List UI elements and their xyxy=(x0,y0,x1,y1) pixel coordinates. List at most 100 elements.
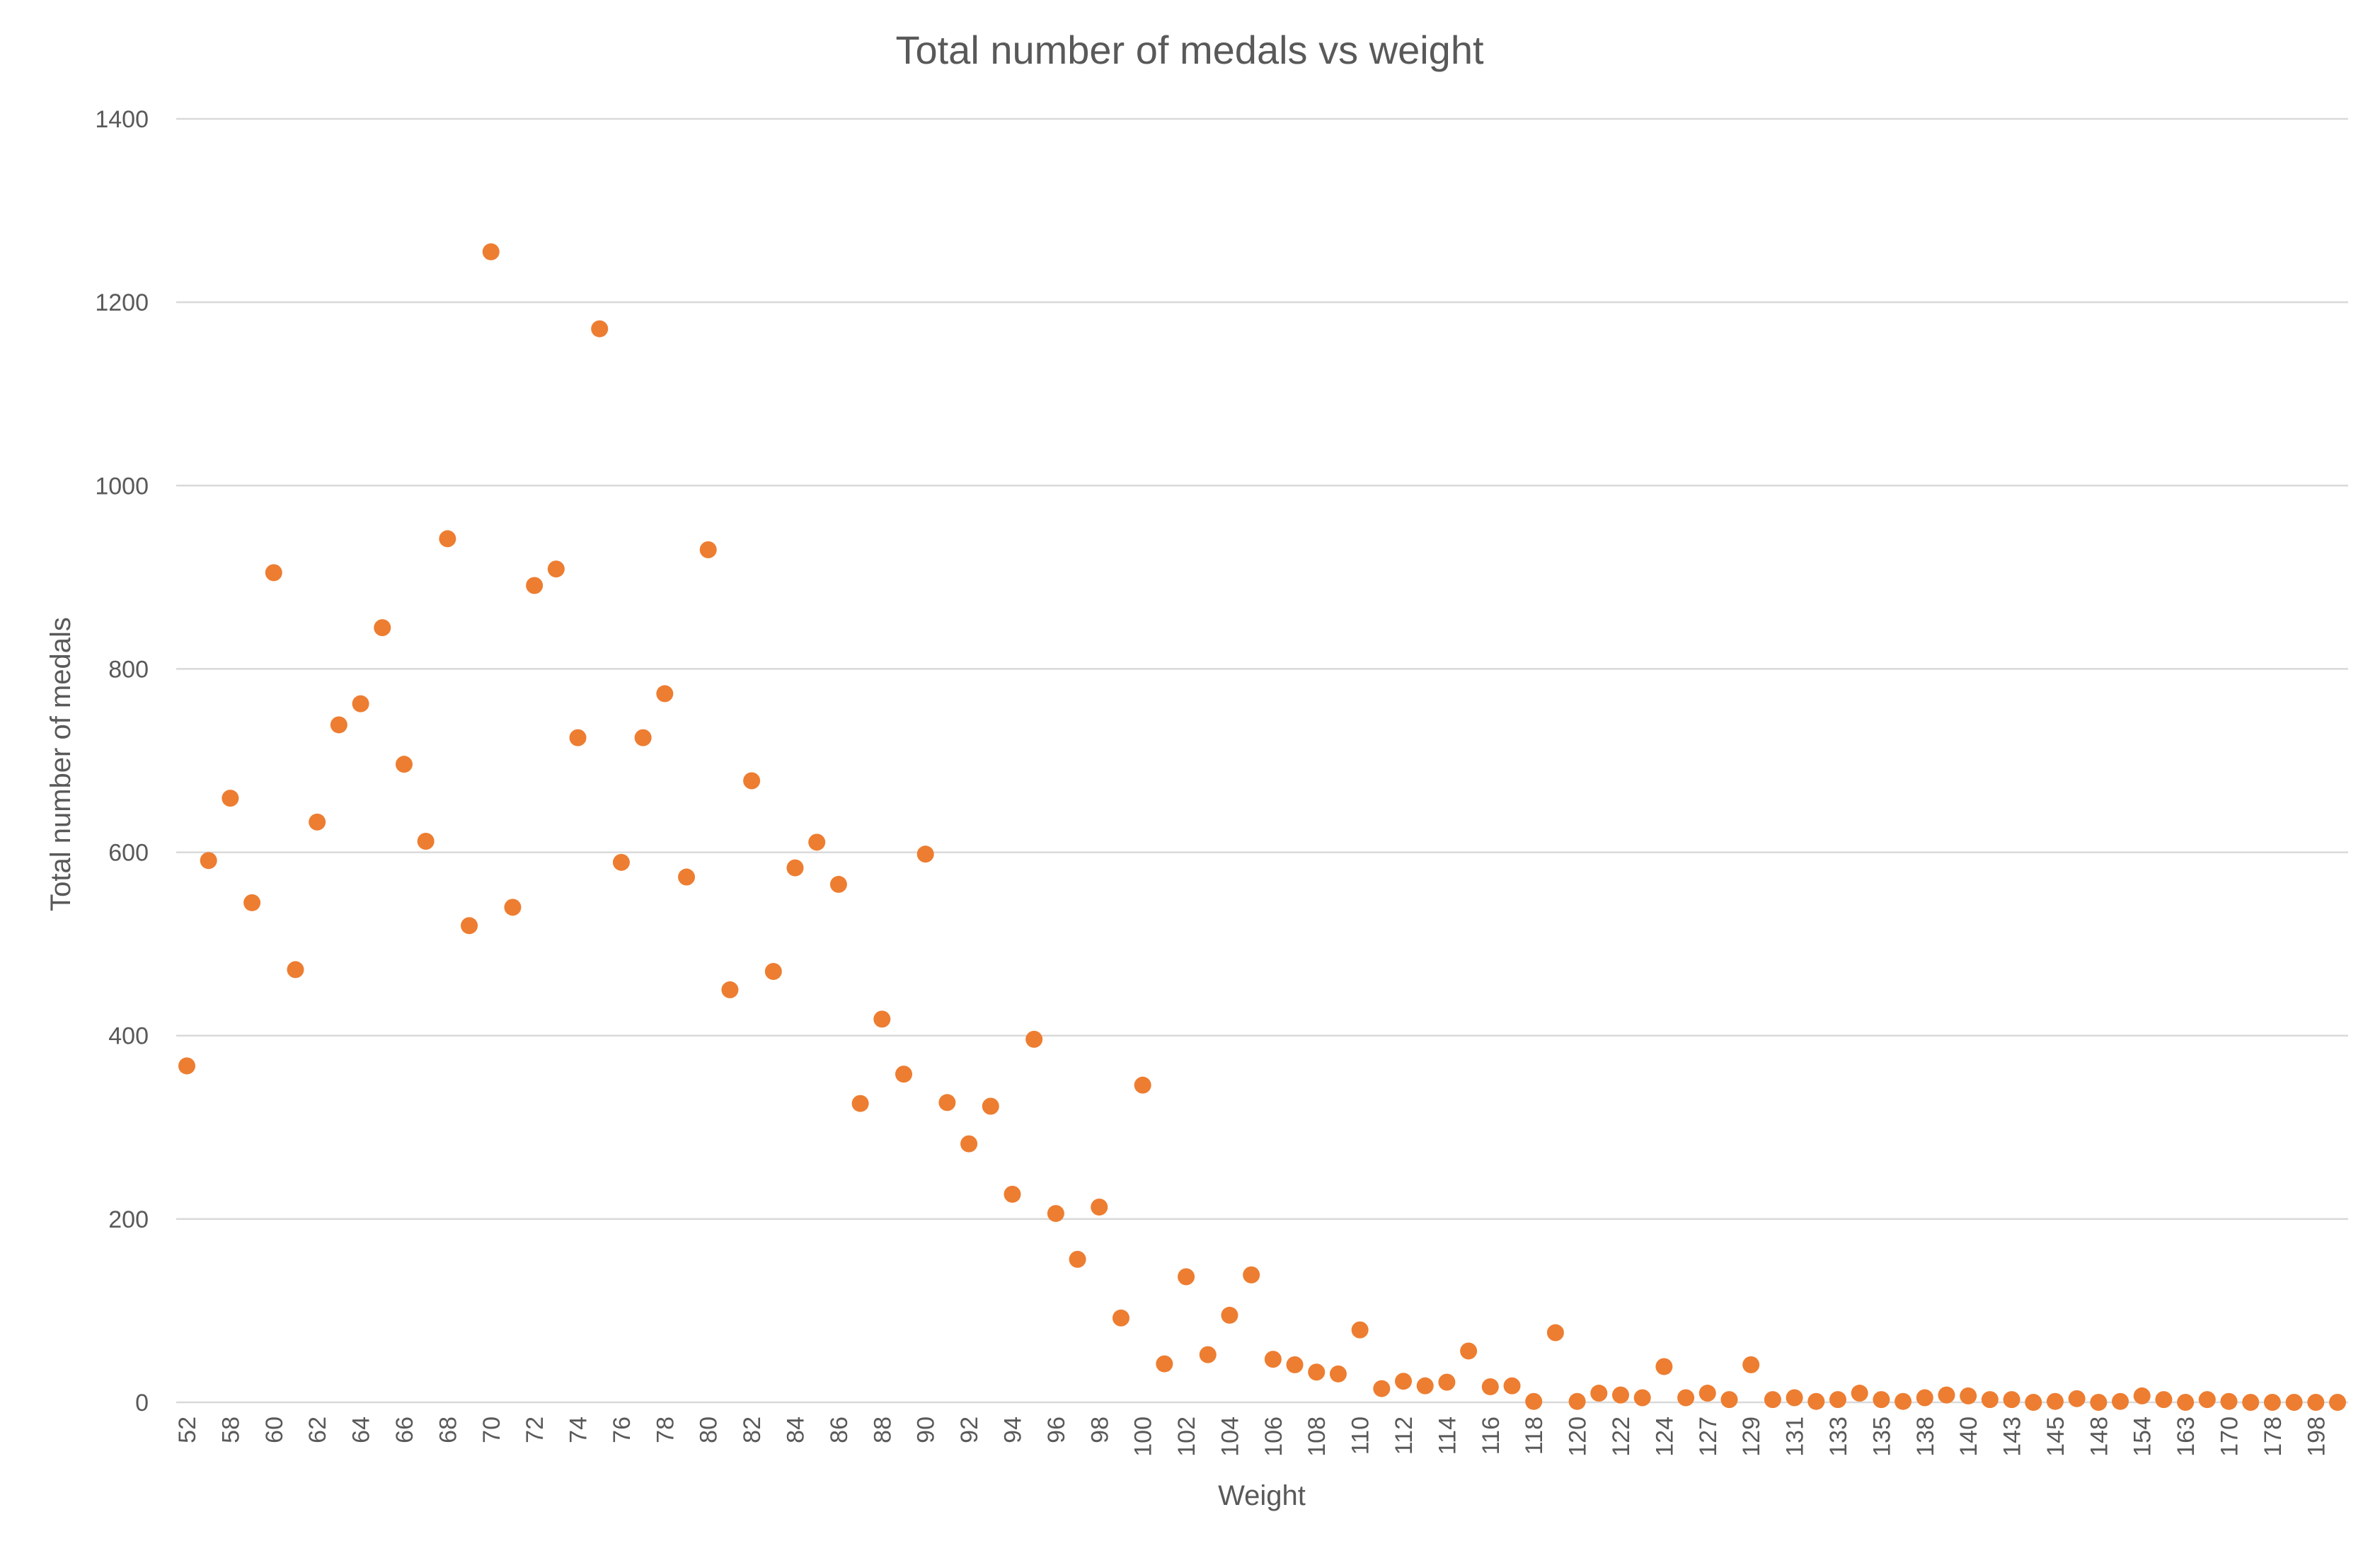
x-tick-label: 88 xyxy=(869,1416,896,1443)
data-point xyxy=(634,729,652,746)
data-point xyxy=(504,899,522,916)
data-point xyxy=(1960,1387,1977,1404)
data-point xyxy=(1264,1351,1282,1368)
data-point xyxy=(2263,1394,2281,1411)
x-tick-label: 138 xyxy=(1912,1416,1939,1457)
data-point xyxy=(1243,1266,1260,1283)
gridlines xyxy=(176,117,2348,1221)
data-point xyxy=(1025,1030,1043,1048)
x-tick-label: 122 xyxy=(1608,1416,1635,1457)
x-tick-label: 70 xyxy=(478,1416,505,1443)
data-point xyxy=(417,833,435,850)
data-point xyxy=(2090,1394,2108,1411)
data-point xyxy=(1308,1363,1326,1381)
x-tick-label: 92 xyxy=(956,1416,983,1443)
data-point xyxy=(1134,1076,1151,1094)
data-point xyxy=(1112,1309,1129,1327)
data-point xyxy=(2242,1394,2260,1411)
x-tick-label: 124 xyxy=(1651,1416,1678,1457)
data-point xyxy=(439,530,456,548)
data-point xyxy=(1286,1356,1304,1373)
data-point xyxy=(1481,1378,1499,1395)
x-axis-tick-labels: 52 58 60 62 64 66 68 70 72 74 76 78 80 82 84 86 88 90 92 94… xyxy=(174,1416,2330,1457)
data-point xyxy=(1178,1268,1195,1286)
data-point xyxy=(2307,1394,2325,1411)
data-point xyxy=(482,243,500,260)
data-point xyxy=(1698,1385,1716,1402)
data-point xyxy=(699,541,717,558)
data-point xyxy=(1895,1392,1912,1410)
data-point xyxy=(1764,1391,1781,1409)
data-point xyxy=(612,853,630,871)
x-tick-label: 100 xyxy=(1130,1416,1157,1457)
data-point xyxy=(1981,1391,1999,1409)
data-point xyxy=(1742,1356,1760,1373)
data-point xyxy=(1156,1355,1173,1373)
data-point xyxy=(1807,1392,1825,1410)
data-point xyxy=(1503,1377,1521,1395)
data-point xyxy=(2220,1392,2238,1410)
data-point xyxy=(309,813,326,831)
x-tick-label: 178 xyxy=(2260,1416,2287,1457)
y-tick-label: 1200 xyxy=(95,289,149,316)
x-tick-label: 94 xyxy=(999,1416,1026,1443)
data-point xyxy=(743,772,761,790)
data-point xyxy=(1416,1377,1434,1395)
y-tick-label: 200 xyxy=(108,1206,149,1233)
data-point xyxy=(1916,1389,1933,1407)
data-point xyxy=(960,1135,978,1153)
data-point xyxy=(895,1066,912,1083)
data-point xyxy=(1938,1386,1955,1404)
x-tick-label: 108 xyxy=(1304,1416,1330,1457)
data-point xyxy=(2177,1394,2195,1411)
data-point xyxy=(330,716,347,734)
data-point xyxy=(178,1057,195,1075)
x-tick-label: 58 xyxy=(217,1416,244,1443)
y-tick-label: 800 xyxy=(108,656,149,683)
x-tick-label: 62 xyxy=(304,1416,331,1443)
x-tick-label: 143 xyxy=(1999,1416,2026,1457)
x-axis-title: Weight xyxy=(1218,1480,1306,1511)
x-tick-label: 110 xyxy=(1347,1416,1374,1455)
data-point xyxy=(1720,1391,1738,1409)
x-tick-label: 116 xyxy=(1478,1416,1505,1455)
data-point xyxy=(2329,1394,2346,1411)
data-point xyxy=(808,833,826,851)
data-point xyxy=(2198,1391,2216,1409)
y-tick-label: 600 xyxy=(108,840,149,867)
x-tick-label: 60 xyxy=(261,1416,288,1443)
data-point xyxy=(591,320,609,337)
x-tick-label: 68 xyxy=(435,1416,461,1443)
y-tick-label: 0 xyxy=(135,1390,149,1416)
data-point xyxy=(1829,1391,1846,1409)
x-tick-label: 163 xyxy=(2173,1416,2200,1457)
data-point xyxy=(938,1094,956,1112)
x-tick-label: 120 xyxy=(1565,1416,1592,1457)
x-tick-label: 127 xyxy=(1695,1416,1722,1457)
x-tick-label: 72 xyxy=(522,1416,548,1443)
x-tick-label: 118 xyxy=(1521,1416,1548,1455)
y-tick-label: 1000 xyxy=(95,473,149,500)
x-tick-label: 84 xyxy=(783,1416,810,1443)
data-point xyxy=(352,695,369,712)
data-point xyxy=(2155,1391,2173,1409)
data-point xyxy=(1873,1391,1890,1409)
x-tick-label: 133 xyxy=(1825,1416,1852,1457)
data-point xyxy=(1525,1392,1543,1410)
data-points xyxy=(178,243,2346,1411)
data-point xyxy=(526,577,544,594)
data-point xyxy=(1069,1250,1086,1268)
data-point xyxy=(1612,1386,1629,1404)
data-point xyxy=(721,981,739,998)
data-point xyxy=(374,619,391,637)
data-point xyxy=(1546,1324,1564,1341)
data-point xyxy=(222,790,239,807)
data-point xyxy=(1199,1346,1217,1363)
data-point xyxy=(1091,1199,1108,1216)
data-point xyxy=(243,894,261,911)
data-point xyxy=(2046,1392,2064,1410)
data-point xyxy=(2003,1391,2020,1409)
data-point xyxy=(2133,1387,2151,1404)
